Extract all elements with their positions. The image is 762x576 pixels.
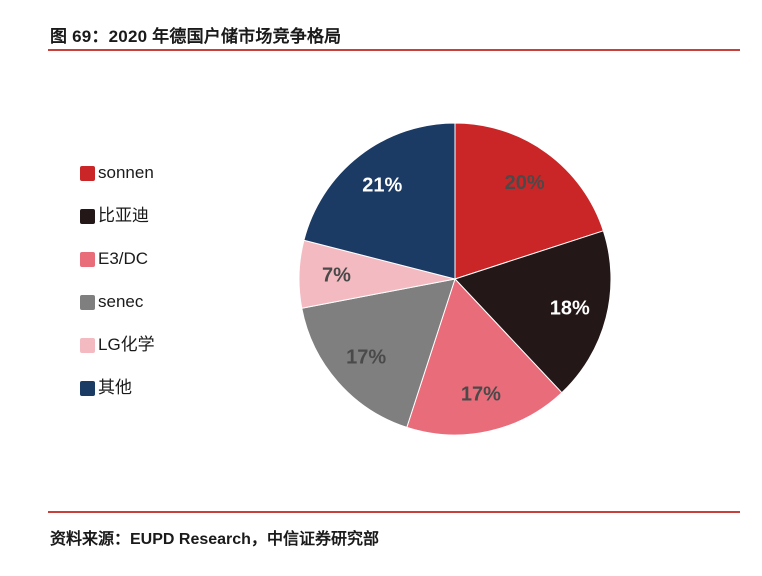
pie-slice-value-label: 21% [362,174,402,196]
legend-item-e3dc: E3/DC [80,250,155,268]
legend-swatch-senec [80,294,95,310]
legend-item-lgchem: LG化学 [80,336,155,354]
legend-label: senec [98,292,144,311]
pie-slice-value-label: 7% [322,264,351,286]
legend-label: 比亚迪 [98,206,149,225]
legend-label: sonnen [98,163,154,182]
legend-label: 其他 [98,378,132,397]
legend-label: LG化学 [98,335,155,354]
pie-slice-sonnen [454,122,604,280]
pie-slice-E3/DC [406,278,563,436]
footer-rule [48,511,740,513]
pie-chart: 20% 18% 17% 17% 7% 21% [298,122,612,436]
source-note: 资料来源：EUPD Research，中信证券研究部 [50,531,379,548]
pie-slice-value-label: 18% [550,298,590,320]
figure-title: 图 69：2020 年德国户储市场竞争格局 [50,27,342,46]
legend-swatch-byd [80,208,95,224]
pie-slice-senec [301,278,456,428]
pie-slice-比亚迪 [454,230,612,394]
pie-slice-其他 [303,122,456,280]
legend-item-sonnen: sonnen [80,164,155,182]
chart-legend: sonnen 比亚迪 E3/DC senec LG化学 其他 [80,164,155,397]
legend-swatch-others [80,380,95,396]
legend-swatch-sonnen [80,165,95,181]
legend-item-senec: senec [80,293,155,311]
legend-swatch-lgchem [80,337,95,353]
title-underline [48,49,740,51]
pie-slice-value-label: 17% [346,346,386,368]
legend-item-others: 其他 [80,379,155,397]
legend-item-byd: 比亚迪 [80,207,155,225]
pie-slice-value-label: 17% [461,384,501,406]
legend-swatch-e3dc [80,251,95,267]
pie-slice-value-label: 20% [505,172,545,194]
legend-label: E3/DC [98,249,149,268]
